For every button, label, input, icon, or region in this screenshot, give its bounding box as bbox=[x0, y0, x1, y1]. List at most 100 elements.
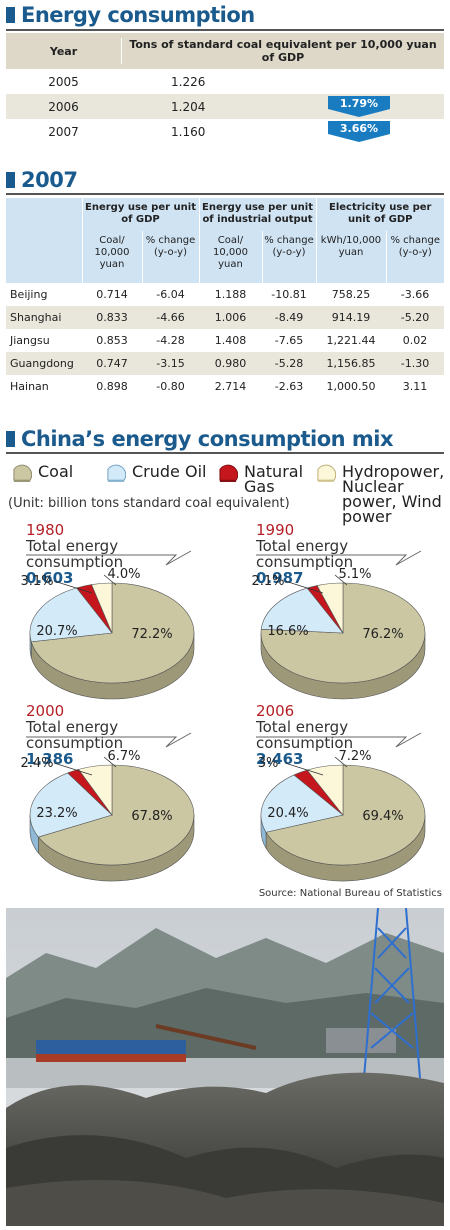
pie-slice-coal bbox=[265, 764, 426, 866]
pie-leader-line bbox=[53, 762, 93, 776]
pie-slice-coal bbox=[37, 764, 195, 866]
table2-cell: -5.28 bbox=[262, 352, 316, 375]
pie-total-1990: Total energy consumption 0.987 bbox=[256, 538, 376, 586]
table2-city: Guangdong bbox=[6, 352, 82, 375]
section2-title-text: 2007 bbox=[21, 168, 78, 192]
pie-label-gas: 3.1% bbox=[20, 574, 53, 589]
table2-cell: 914.19 bbox=[316, 306, 386, 329]
title-square-icon bbox=[6, 7, 15, 23]
pie-slice-oil bbox=[29, 772, 113, 838]
table2-group-header: Energy use per unit of industrial output bbox=[198, 198, 316, 231]
section3-title-text: China’s energy consumption mix bbox=[21, 427, 394, 451]
table2-corner bbox=[6, 198, 82, 283]
table2-cell: 0.898 bbox=[96, 380, 128, 393]
legend-item-coal: Coal bbox=[12, 464, 73, 482]
table1-year: 2005 bbox=[48, 74, 79, 89]
pie-label-oil: 20.4% bbox=[267, 806, 308, 821]
pie-slice-hydro bbox=[78, 764, 113, 816]
change-label: 3.66% bbox=[339, 122, 379, 135]
table2-cell: -4.66 bbox=[142, 306, 199, 329]
section-title-energy-mix: China’s energy consumption mix bbox=[6, 427, 394, 451]
table2-cell: -10.81 bbox=[271, 288, 307, 301]
total-value: 0.603 bbox=[26, 569, 74, 587]
legend-label: Natural Gas bbox=[244, 462, 304, 496]
pie-label-coal: 67.8% bbox=[131, 809, 172, 824]
table2-city: Beijing bbox=[10, 288, 48, 301]
energy-consumption-table: Year Tons of standard coal equivalent pe… bbox=[6, 33, 444, 144]
legend-label: Crude Oil bbox=[132, 462, 207, 481]
table2-cell: 1,000.50 bbox=[326, 380, 376, 393]
energy-use-2007-table: Energy use per unit of GDP Energy use pe… bbox=[6, 198, 444, 398]
legend-label: Coal bbox=[38, 462, 74, 481]
pie-callout-line bbox=[256, 550, 422, 566]
section-title-energy-consumption: Energy consumption bbox=[6, 3, 255, 27]
table2-cell: -3.66 bbox=[400, 288, 430, 301]
pie-leader-line bbox=[334, 574, 348, 586]
table2-cell: -0.80 bbox=[156, 380, 185, 393]
pie-label-oil: 20.7% bbox=[36, 624, 77, 639]
table2-cell: 0.833 bbox=[82, 306, 142, 329]
title-square-icon bbox=[6, 172, 15, 188]
table2-cell: 1,156.85 bbox=[316, 352, 386, 375]
pie-slice-coal bbox=[30, 582, 195, 684]
energy-mix-pie-charts: 72.2% 20.7% 3.1% 4.0% 76.2% 16.6% 2.1% 5.1% 67.8… bbox=[20, 550, 426, 882]
table2-cell: 1.006 bbox=[199, 306, 262, 329]
pie-label-coal: 72.2% bbox=[131, 627, 172, 642]
table2-cell: -5.20 bbox=[386, 306, 444, 329]
pie-slice-oil bbox=[29, 587, 113, 643]
total-label: Total energy consumption bbox=[26, 537, 124, 571]
pie-2000: 67.8% 23.2% 2.4% 6.7% bbox=[20, 732, 195, 882]
table-row: Jiangsu 0.853 -4.28 1.408 -7.65 1,221.44… bbox=[6, 329, 444, 352]
section-title-2007: 2007 bbox=[6, 168, 78, 192]
table2-cell: 3.11 bbox=[402, 380, 428, 393]
table2-city: Jiangsu bbox=[10, 334, 50, 347]
pie-slice-hydro bbox=[316, 582, 344, 634]
pie-2006: 69.4% 20.4% 3% 7.2% bbox=[256, 732, 426, 882]
pie-year-1980: 1980 bbox=[26, 521, 65, 539]
table2-cell: 0.747 bbox=[82, 352, 142, 375]
table1-col-year: Year bbox=[49, 44, 78, 58]
table-row: Shanghai 0.833 -4.66 1.006 -8.49 914.19 … bbox=[6, 306, 444, 329]
table2-cell: -7.65 bbox=[274, 334, 304, 347]
table2-city: Shanghai bbox=[6, 306, 82, 329]
unit-note: (Unit: billion tons standard coal equiva… bbox=[8, 496, 290, 511]
table2-cell: -4.28 bbox=[156, 334, 185, 347]
table-row: Hainan 0.898 -0.80 2.714 -2.63 1,000.50 … bbox=[6, 375, 444, 398]
legend-label: Hydropower, Nuclear power, Wind power bbox=[342, 462, 445, 526]
pie-slice-coal bbox=[260, 582, 426, 684]
table2-cell: 1,221.44 bbox=[326, 334, 376, 347]
legend-item-oil: Crude Oil bbox=[106, 464, 206, 482]
pie-label-gas: 2.1% bbox=[251, 574, 284, 589]
total-label: Total energy consumption bbox=[26, 718, 124, 752]
table2-cell: 0.980 bbox=[199, 352, 262, 375]
pie-label-gas: 2.4% bbox=[20, 756, 53, 771]
pie-1990: 76.2% 16.6% 2.1% 5.1% bbox=[251, 550, 426, 700]
table-row: Beijing 0.714 -6.04 1.188 -10.81 758.25 … bbox=[6, 283, 444, 306]
table2-group-header: Energy use per unit of GDP bbox=[81, 198, 199, 231]
decrease-arrow-icon: 1.79% bbox=[324, 96, 394, 117]
table2-subheader: % change (y-o-y) bbox=[261, 231, 316, 283]
pie-year-2006: 2006 bbox=[256, 702, 295, 720]
pie-label-hydro: 5.1% bbox=[338, 567, 371, 582]
hydro-swatch-icon bbox=[317, 464, 336, 482]
table1-value: 1.204 bbox=[171, 99, 206, 114]
pie-total-1980: Total energy consumption 0.603 bbox=[26, 538, 146, 586]
table2-cell: 0.02 bbox=[402, 334, 428, 347]
section1-title-text: Energy consumption bbox=[21, 3, 255, 27]
title-rule bbox=[6, 452, 444, 454]
table-row: 2005 1.226 bbox=[6, 69, 444, 94]
pie-year-1990: 1990 bbox=[256, 521, 295, 539]
table1-year: 2006 bbox=[48, 99, 79, 114]
title-square-icon bbox=[6, 431, 15, 447]
source-note: Source: National Bureau of Statistics bbox=[258, 888, 442, 899]
table2-subheader: % change (y-o-y) bbox=[385, 231, 444, 283]
pie-label-coal: 69.4% bbox=[362, 809, 403, 824]
table-row: Guangdong 0.747 -3.15 0.980 -5.28 1,156.… bbox=[6, 352, 444, 375]
pie-leader-line bbox=[53, 580, 93, 594]
table1-col-value: Tons of standard coal equivalent per 10,… bbox=[121, 38, 444, 64]
pie-year-2000: 2000 bbox=[26, 702, 65, 720]
pie-label-hydro: 6.7% bbox=[107, 749, 140, 764]
change-label: 1.79% bbox=[339, 97, 379, 110]
table2-cell: -2.63 bbox=[274, 380, 304, 393]
pie-leader-line bbox=[103, 756, 117, 768]
